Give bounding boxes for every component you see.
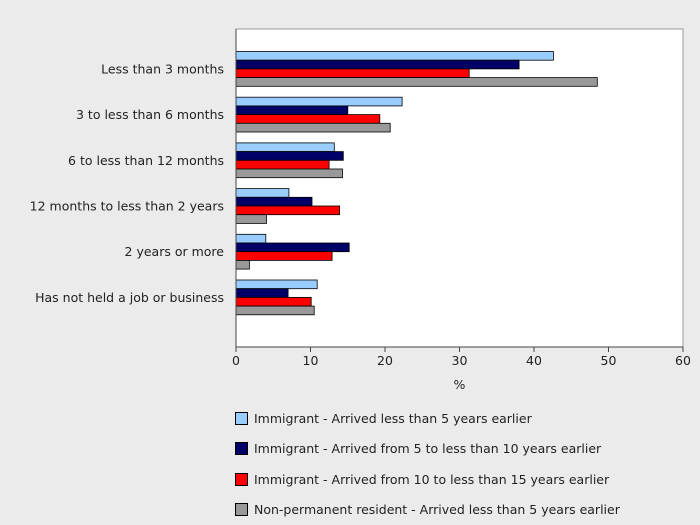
bar bbox=[236, 115, 380, 124]
bar bbox=[236, 289, 288, 298]
bar bbox=[236, 60, 519, 69]
bar bbox=[236, 169, 343, 178]
bar bbox=[236, 106, 348, 115]
legend-swatch bbox=[235, 473, 248, 486]
bar bbox=[236, 206, 340, 215]
bar bbox=[236, 234, 266, 243]
legend-label: Non-permanent resident - Arrived less th… bbox=[254, 502, 620, 517]
bar bbox=[236, 260, 249, 269]
bar bbox=[236, 143, 334, 152]
bar bbox=[236, 78, 597, 87]
bar bbox=[236, 69, 469, 78]
y-tick-label: 3 to less than 6 months bbox=[76, 107, 224, 122]
y-tick-label: Less than 3 months bbox=[101, 61, 224, 76]
bar bbox=[236, 252, 332, 261]
bar bbox=[236, 123, 390, 132]
legend-label: Immigrant - Arrived from 5 to less than … bbox=[254, 441, 601, 456]
legend-swatch bbox=[235, 412, 248, 425]
legend-swatch bbox=[235, 442, 248, 455]
x-tick-label: 50 bbox=[601, 353, 617, 368]
legend-swatch bbox=[235, 503, 248, 516]
x-tick-label: 60 bbox=[675, 353, 691, 368]
legend-item: Immigrant - Arrived from 10 to less than… bbox=[235, 464, 620, 495]
bar bbox=[236, 189, 289, 198]
bar bbox=[236, 97, 402, 106]
bar bbox=[236, 197, 312, 206]
y-tick-label: 2 years or more bbox=[125, 244, 225, 259]
y-tick-label: 12 months to less than 2 years bbox=[30, 199, 224, 214]
x-axis-label: % bbox=[454, 377, 466, 392]
x-tick-label: 0 bbox=[232, 353, 240, 368]
legend-label: Immigrant - Arrived from 10 to less than… bbox=[254, 472, 609, 487]
bar bbox=[236, 160, 329, 169]
y-tick-label: Has not held a job or business bbox=[35, 290, 224, 305]
legend-item: Immigrant - Arrived less than 5 years ea… bbox=[235, 403, 620, 434]
legend-item: Non-permanent resident - Arrived less th… bbox=[235, 495, 620, 525]
chart: Less than 3 months 3 to less than 6 month… bbox=[0, 0, 700, 400]
bar bbox=[236, 306, 314, 315]
y-tick-label: 6 to less than 12 months bbox=[68, 153, 224, 168]
bar bbox=[236, 280, 317, 289]
x-tick-label: 10 bbox=[303, 353, 319, 368]
bar bbox=[236, 52, 553, 61]
bar bbox=[236, 152, 343, 161]
bar bbox=[236, 297, 311, 306]
legend: Immigrant - Arrived less than 5 years ea… bbox=[235, 403, 620, 525]
x-tick-label: 20 bbox=[377, 353, 393, 368]
legend-label: Immigrant - Arrived less than 5 years ea… bbox=[254, 411, 532, 426]
x-tick-label: 30 bbox=[452, 353, 468, 368]
bar bbox=[236, 215, 267, 224]
legend-item: Immigrant - Arrived from 5 to less than … bbox=[235, 434, 620, 465]
x-tick-label: 40 bbox=[526, 353, 542, 368]
bar bbox=[236, 243, 349, 252]
